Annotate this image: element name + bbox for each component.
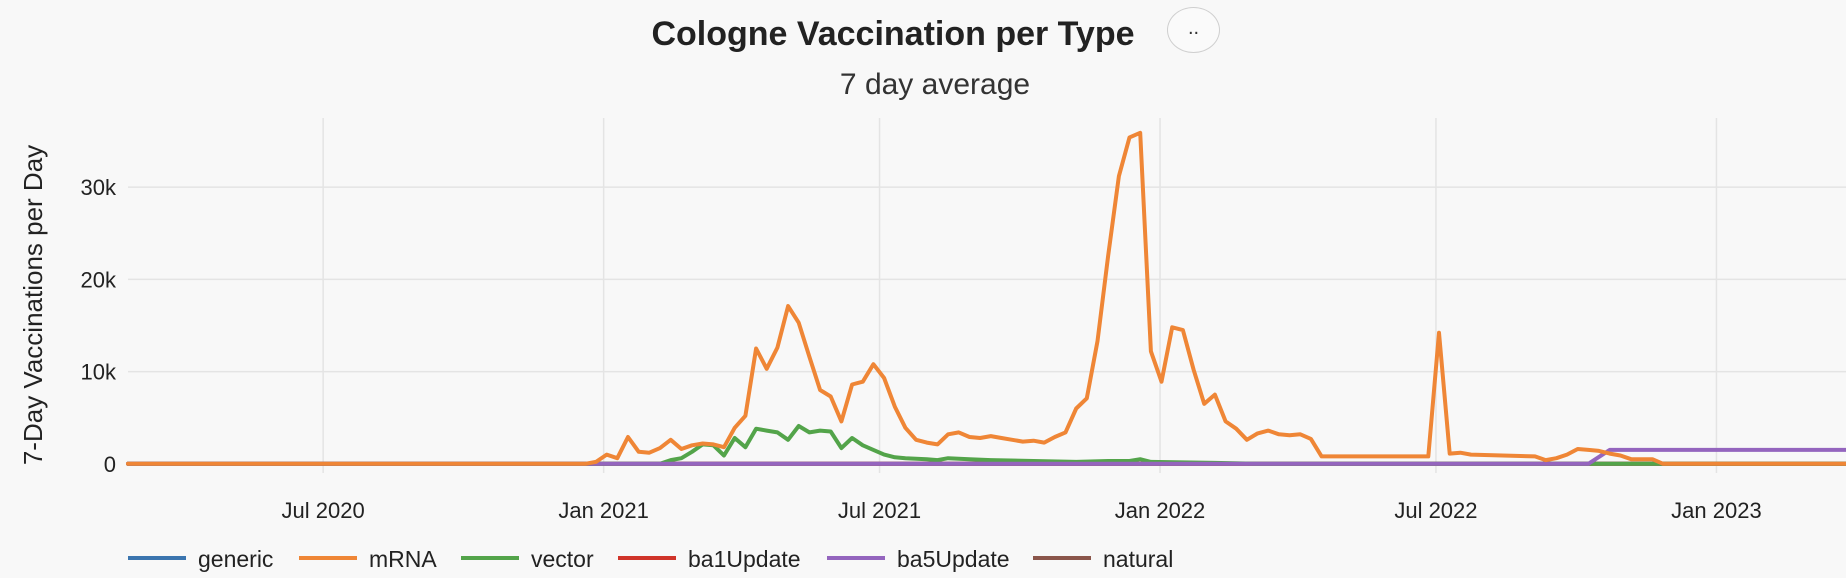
x-tick-label: Jan 2022: [1115, 498, 1206, 523]
legend-item-generic[interactable]: generic: [128, 546, 273, 572]
y-tick-label: 30k: [81, 175, 117, 200]
legend-item-vector[interactable]: vector: [461, 546, 594, 572]
legend-item-ba5Update[interactable]: ba5Update: [827, 546, 1010, 572]
legend[interactable]: generic mRNA vector ba1Update ba5Update natur…: [128, 546, 1173, 572]
chart-title: Cologne Vaccination per Type: [651, 15, 1134, 53]
x-tick-label: Jan 2023: [1671, 498, 1762, 523]
series-line-ba5Update: [126, 447, 1846, 466]
legend-label: generic: [198, 546, 273, 572]
y-tick-label: 0: [104, 452, 116, 477]
grid: [128, 118, 1846, 473]
legend-label: ba5Update: [897, 546, 1010, 572]
legend-item-mRNA[interactable]: mRNA: [299, 546, 437, 572]
legend-label: vector: [531, 546, 594, 572]
x-tick-label: Jul 2021: [838, 498, 921, 523]
x-tick-label: Jan 2021: [558, 498, 649, 523]
legend-item-natural[interactable]: natural: [1033, 546, 1173, 572]
axis-ticks: Jul 2020 Jan 2021 Jul 2021 Jan 2022 Jul 2022…: [81, 175, 1762, 523]
series-line-vector: [126, 424, 1846, 466]
y-axis-label: 7-Day Vaccinations per Day: [18, 145, 48, 465]
x-tick-label: Jul 2022: [1394, 498, 1477, 523]
legend-label: mRNA: [369, 546, 437, 572]
chart-menu-button[interactable]: ..: [1167, 7, 1220, 53]
series-line-mRNA: [126, 130, 1846, 466]
series-lines: [126, 130, 1846, 466]
chart-subtitle: 7 day average: [840, 68, 1030, 101]
x-tick-label: Jul 2020: [282, 498, 365, 523]
legend-item-ba1Update[interactable]: ba1Update: [618, 546, 801, 572]
y-tick-label: 20k: [81, 267, 117, 292]
y-tick-label: 10k: [81, 360, 117, 385]
legend-label: natural: [1103, 546, 1173, 572]
legend-label: ba1Update: [688, 546, 801, 572]
